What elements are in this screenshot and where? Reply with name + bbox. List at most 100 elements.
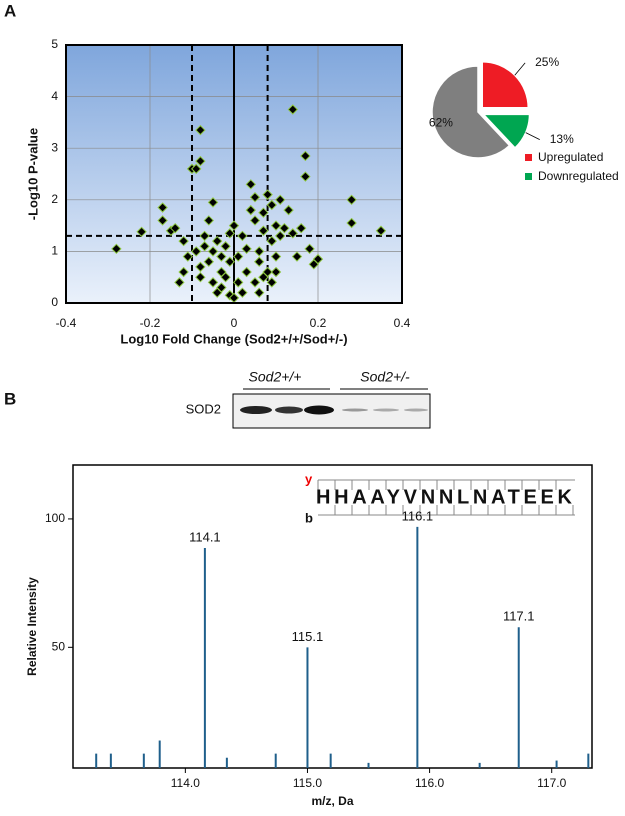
point	[203, 256, 215, 267]
point	[245, 204, 257, 216]
point	[111, 243, 122, 255]
legend-label: Downregulated	[538, 169, 619, 183]
x-tick-label: 114.0	[171, 776, 200, 790]
panel-label: B	[4, 389, 16, 408]
point	[220, 271, 231, 283]
point	[207, 246, 219, 257]
point	[207, 197, 219, 208]
point	[207, 277, 219, 288]
x-tick-label: 0.4	[394, 316, 411, 330]
point	[216, 251, 227, 262]
point	[266, 277, 278, 288]
peak-label: 114.1	[189, 529, 221, 544]
y-axis-title: -Log10 P-value	[25, 128, 40, 220]
point	[253, 246, 265, 257]
point	[136, 226, 147, 237]
y-tick-label: 4	[51, 89, 58, 103]
legend-label: Upregulated	[538, 150, 603, 164]
point	[291, 251, 303, 262]
point	[279, 222, 290, 234]
point	[300, 150, 311, 162]
y-tick-label: 2	[51, 192, 58, 206]
ion-label: b	[305, 510, 313, 525]
point	[199, 241, 210, 252]
pie-slice	[481, 61, 529, 109]
x-tick-label: 117.0	[537, 776, 566, 790]
plot-frame	[72, 464, 593, 769]
point	[266, 235, 278, 247]
point	[224, 256, 236, 267]
point	[178, 235, 189, 247]
x-tick-label: 115.0	[293, 776, 322, 790]
point	[287, 228, 299, 239]
point	[253, 287, 265, 298]
point	[266, 199, 278, 211]
y-tick-label: 3	[51, 140, 58, 154]
y-tick-label: 5	[51, 37, 58, 51]
pie-label: 13%	[550, 132, 574, 146]
x-axis-title: Log10 Fold Change (Sod2+/+/Sod+/-)	[120, 331, 347, 346]
leader-line	[525, 132, 540, 140]
peak-label: 116.1	[402, 508, 434, 523]
point	[249, 277, 261, 288]
point	[270, 266, 282, 278]
x-tick-label: 0	[231, 316, 238, 330]
blot-group: Sod2+/+	[249, 369, 302, 385]
point	[199, 230, 210, 242]
x-tick-label: 0.2	[310, 316, 327, 330]
plot-frame	[65, 44, 403, 304]
fragment-brackets	[317, 479, 575, 516]
point	[228, 220, 240, 231]
point	[190, 163, 202, 175]
point	[169, 222, 181, 234]
point	[232, 251, 244, 262]
point	[245, 179, 257, 190]
x-tick-label: 116.0	[415, 776, 444, 790]
x-tick-label: -0.2	[140, 316, 161, 330]
point	[190, 246, 202, 257]
point	[274, 230, 286, 242]
leader-line	[514, 62, 526, 76]
y-tick-label: 0	[51, 295, 58, 309]
band	[342, 408, 368, 412]
point	[300, 171, 311, 182]
point	[195, 155, 206, 167]
blot-protein: SOD2	[186, 401, 221, 416]
pie-label: 62%	[429, 116, 453, 130]
point	[258, 271, 269, 283]
point	[174, 277, 185, 288]
band	[275, 406, 303, 414]
point	[253, 256, 265, 267]
point	[262, 189, 273, 200]
band	[304, 405, 334, 415]
point	[241, 243, 252, 255]
point	[237, 230, 248, 242]
legend-swatch	[525, 173, 532, 180]
legend-swatch	[525, 154, 532, 161]
point	[216, 282, 227, 293]
point	[249, 215, 261, 226]
blot-group: Sod2+/-	[360, 369, 410, 385]
point	[232, 277, 244, 288]
point	[304, 243, 315, 255]
point	[195, 261, 206, 273]
point	[375, 225, 387, 236]
peptide-sequence: HHAAYVNNLNATEEK	[316, 486, 573, 508]
pie-slice	[481, 113, 531, 149]
point	[220, 241, 231, 252]
ion-label: y	[305, 471, 313, 486]
point	[195, 124, 206, 136]
pie-slice	[431, 65, 511, 159]
x-tick-label: -0.4	[56, 316, 77, 330]
blot: Sod2+/+ Sod2+/- SOD2	[186, 369, 431, 429]
y-tick-label: 1	[51, 244, 58, 258]
y-axis-title: Relative Intensity	[25, 577, 39, 676]
band	[404, 408, 428, 412]
point	[249, 192, 261, 203]
y-tick-label: 50	[52, 639, 66, 653]
y-tick-label: 100	[45, 511, 65, 525]
x-axis-title: m/z, Da	[311, 794, 353, 808]
point	[312, 253, 324, 265]
